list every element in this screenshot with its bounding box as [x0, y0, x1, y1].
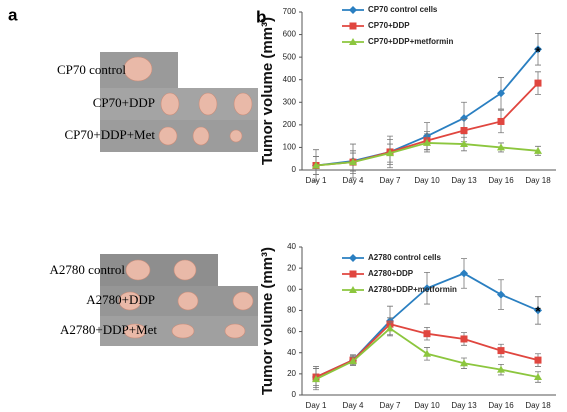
- marker: [534, 306, 542, 315]
- marker: [534, 356, 542, 364]
- x-tick-label: Day 7: [380, 176, 401, 185]
- x-tick-label: Day 18: [525, 176, 551, 185]
- y-tick-label: 20: [287, 369, 296, 378]
- y-tick-label: 200: [283, 120, 297, 129]
- photos: [100, 52, 258, 346]
- marker: [349, 22, 357, 30]
- marker: [460, 140, 468, 148]
- marker: [312, 161, 320, 169]
- legend-label: CP70 control cells: [368, 5, 438, 14]
- y-tick-label: 40: [287, 348, 296, 357]
- x-tick-label: Day 1: [306, 401, 327, 410]
- marker: [386, 324, 394, 332]
- photo: [100, 254, 218, 286]
- legend-label: A2780+DDP: [368, 269, 414, 278]
- row-label: A2780+DDP+Met: [60, 322, 157, 337]
- marker: [460, 335, 468, 343]
- marker: [460, 114, 468, 123]
- x-tick-label: Day 10: [414, 176, 440, 185]
- marker: [312, 375, 320, 383]
- x-tick-label: Day 16: [488, 401, 514, 410]
- marker: [497, 143, 505, 151]
- panel-label: b: [256, 7, 266, 26]
- x-tick-label: Day 16: [488, 176, 514, 185]
- y-tick-label: 700: [283, 7, 297, 16]
- marker: [423, 138, 431, 146]
- row-label: CP70 control: [57, 62, 126, 77]
- row-label: CP70+DDP: [93, 95, 155, 110]
- y-tick-label: 0: [292, 165, 297, 174]
- marker: [386, 149, 394, 157]
- marker: [460, 269, 468, 278]
- annotation: *: [535, 44, 541, 60]
- x-tick-label: Day 18: [525, 401, 551, 410]
- annotation: *: [535, 303, 541, 319]
- legend-label: A2780 control cells: [368, 253, 441, 262]
- x-tick-label: Day 7: [380, 401, 401, 410]
- row-label: A2780 control: [50, 262, 126, 277]
- x-tick-label: Day 10: [414, 401, 440, 410]
- marker: [460, 127, 468, 134]
- y-tick-label: 20: [287, 263, 296, 272]
- y-tick-label: 00: [287, 284, 296, 293]
- y-tick-label: 60: [287, 327, 296, 336]
- row-label: A2780+DDP: [86, 292, 155, 307]
- y-axis-title: Tumor volume (mm³): [259, 17, 276, 165]
- y-tick-label: 400: [283, 75, 297, 84]
- x-tick-label: Day 13: [451, 401, 477, 410]
- legend-label: A2780+DDP+metformin: [368, 285, 457, 294]
- marker: [497, 117, 505, 125]
- marker: [460, 359, 468, 367]
- marker: [349, 254, 357, 262]
- marker: [497, 365, 505, 373]
- y-tick-label: 500: [283, 52, 297, 61]
- marker: [349, 270, 357, 278]
- marker: [497, 290, 505, 299]
- marker: [349, 158, 357, 166]
- x-tick-label: Day 13: [451, 176, 477, 185]
- marker: [349, 286, 357, 293]
- marker: [423, 330, 431, 338]
- marker: [534, 79, 542, 87]
- marker: [349, 357, 357, 365]
- y-tick-label: 40: [287, 242, 296, 251]
- y-tick-label: 0: [292, 390, 297, 399]
- row-label: CP70+DDP+Met: [64, 127, 155, 142]
- marker: [349, 38, 357, 45]
- panel-label: a: [8, 5, 18, 24]
- legend-label: CP70+DDP+metformin: [368, 37, 453, 46]
- x-tick-label: Day 4: [343, 401, 364, 410]
- y-tick-label: 600: [283, 30, 297, 39]
- marker: [349, 6, 357, 14]
- y-tick-label: 100: [283, 143, 297, 152]
- legend-label: CP70+DDP: [368, 21, 410, 30]
- y-tick-label: 300: [283, 97, 297, 106]
- marker: [423, 349, 431, 357]
- y-axis-title: Tumor volume (mm³): [259, 247, 276, 395]
- marker: [534, 146, 542, 154]
- marker: [534, 45, 542, 54]
- marker: [497, 89, 505, 98]
- marker: [423, 284, 431, 293]
- marker: [497, 347, 505, 355]
- y-tick-label: 80: [287, 306, 296, 315]
- marker: [534, 373, 542, 381]
- x-tick-label: Day 4: [343, 176, 364, 185]
